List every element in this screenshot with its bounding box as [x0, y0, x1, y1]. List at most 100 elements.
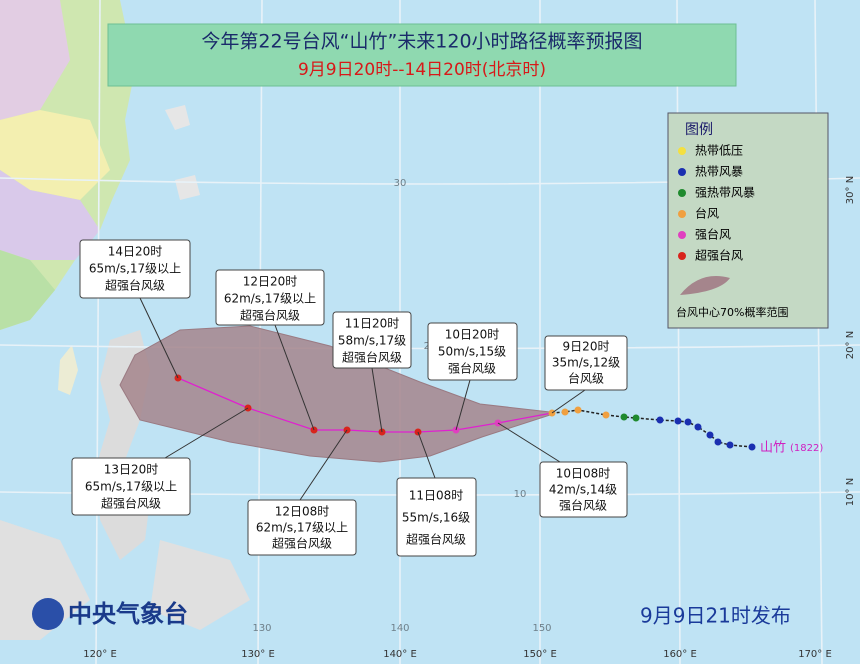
map-shape — [79, 239, 191, 299]
map-shape — [602, 411, 610, 419]
ann-time: 10日08时 — [556, 467, 611, 481]
ann-wind: 65m/s,17级以上 — [89, 262, 181, 276]
map-shape — [620, 413, 640, 422]
ann-grade: 超强台风级 — [342, 350, 402, 365]
map-shape — [632, 414, 640, 422]
map-shape — [0, 170, 100, 260]
map-shape — [694, 423, 702, 431]
title: 今年第22号台风“山竹”未来120小时路径概率预报图 — [201, 31, 642, 53]
legend-item: 热带低压 — [695, 144, 743, 158]
ann-grade: 超强台风级 — [240, 308, 300, 323]
map-shape — [678, 168, 686, 176]
cone-label: 台风中心70%概率范围 — [676, 305, 788, 319]
map-shape — [247, 499, 357, 556]
map-shape — [678, 231, 686, 239]
title-box — [107, 23, 737, 87]
map-shape — [0, 0, 70, 120]
subtitle: 9月9日20时--14日20时(北京时) — [298, 60, 546, 80]
legend-title: 图例 — [685, 122, 713, 138]
map-shape — [678, 189, 686, 197]
map-shape — [497, 422, 561, 463]
map-shape — [656, 416, 756, 451]
map-shape — [95, 0, 101, 664]
ann-grade: 超强台风级 — [105, 278, 165, 293]
lat-label: 20° N — [845, 331, 856, 359]
map-shape — [678, 147, 686, 155]
map-shape — [680, 276, 730, 295]
map-shape — [139, 297, 179, 379]
annotations: 14日20时 65m/s,17级以上 超强台风级 12日20时 62m/s,17… — [71, 239, 628, 557]
ann-wind: 55m/s,16级 — [402, 511, 470, 525]
map-shape — [396, 477, 477, 557]
inner-label: 130 — [252, 623, 271, 634]
ann-wind: 35m/s,12级 — [552, 356, 620, 370]
map-shape — [620, 413, 628, 421]
ann-time: 10日20时 — [445, 328, 500, 342]
map-shape — [58, 345, 78, 395]
leader-lines — [139, 297, 586, 501]
map-shape — [714, 438, 722, 446]
ann-grade: 超强台风级 — [272, 536, 332, 551]
lon-label: 120° E — [83, 649, 117, 660]
map-shape — [0, 110, 110, 200]
ann-wind: 58m/s,17级 — [338, 334, 406, 348]
map-shape — [455, 379, 471, 431]
lon-label: 130° E — [241, 649, 275, 660]
map-shape — [726, 441, 734, 449]
storm-name: 山竹 — [760, 441, 786, 456]
legend: 图例 热带低压 热带风暴 强热带风暴 台风 强台风 超强台风 台风中心70%概率… — [667, 112, 829, 329]
ann-grade: 强台风级 — [448, 361, 496, 376]
ann-time: 12日20时 — [243, 275, 298, 289]
lon-label: 160° E — [663, 649, 697, 660]
map-shape — [417, 431, 436, 479]
ann-time: 11日20时 — [345, 317, 400, 331]
ann-time: 11日08时 — [409, 489, 464, 503]
ann-grade: 超强台风级 — [101, 496, 161, 511]
ann-time: 14日20时 — [108, 245, 163, 259]
map-shape — [814, 0, 823, 664]
ann-wind: 50m/s,15级 — [438, 345, 506, 359]
legend-box — [667, 112, 829, 329]
ann-time: 13日20时 — [104, 463, 159, 477]
legend-item: 超强台风 — [695, 248, 743, 263]
map-shape — [678, 210, 686, 218]
inner-label: 140 — [390, 623, 409, 634]
lon-label: 150° E — [523, 649, 557, 660]
legend-item: 强台风 — [695, 227, 731, 242]
map-shape — [674, 417, 682, 425]
map-shape — [574, 406, 582, 414]
map-shape — [299, 429, 348, 501]
legend-item: 热带风暴 — [695, 165, 743, 179]
map-shape — [706, 431, 714, 439]
map-shape — [0, 520, 90, 640]
map-shape — [0, 250, 55, 330]
lon-label: 170° E — [798, 649, 832, 660]
agency-logo — [32, 598, 64, 630]
lon-label: 140° E — [383, 649, 417, 660]
ann-grade: 台风级 — [568, 371, 604, 386]
ann-grade: 强台风级 — [559, 498, 607, 513]
storm-code: (1822) — [790, 443, 823, 454]
inner-label: 10 — [514, 489, 527, 500]
agency: 中央气象台 — [68, 600, 188, 628]
ann-wind: 42m/s,14级 — [549, 483, 617, 497]
map-shape — [371, 367, 383, 433]
ann-time: 12日08时 — [275, 505, 330, 519]
land — [0, 0, 250, 640]
map-shape — [215, 269, 325, 326]
ann-wind: 62m/s,17级以上 — [224, 292, 316, 306]
inner-label: 150 — [532, 623, 551, 634]
ann-grade: 超强台风级 — [406, 532, 466, 547]
ann-wind: 62m/s,17级以上 — [256, 521, 348, 535]
map-shape — [150, 540, 250, 630]
lat-label: 30° N — [845, 176, 856, 204]
map-shape — [561, 408, 569, 416]
map-shape — [551, 389, 586, 414]
map-shape — [427, 322, 518, 381]
map-shape — [164, 407, 249, 459]
issued: 9月9日21时发布 — [640, 604, 791, 628]
map-shape — [332, 311, 412, 369]
map-shape — [678, 252, 686, 260]
ann-wind: 65m/s,17级以上 — [85, 480, 177, 494]
